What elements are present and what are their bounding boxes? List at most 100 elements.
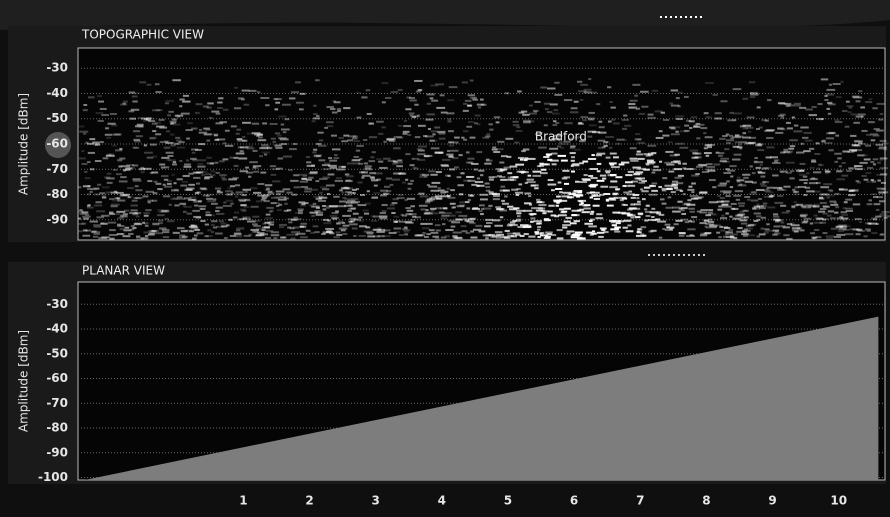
speckle [816,217,824,220]
speckle [703,220,709,223]
speckle [480,103,487,106]
speckle [460,172,465,175]
speckle [371,228,379,231]
speckle [480,98,484,101]
speckle [795,151,805,154]
speckle [799,178,809,181]
speckle [180,229,188,232]
speckle [822,212,828,215]
speckle [466,207,471,210]
speckle [603,231,609,234]
speckle [470,230,474,233]
speckle [194,204,199,207]
speckle [822,205,829,208]
speckle [232,216,238,219]
speckle [417,124,426,127]
speckle [266,206,274,209]
speckle [872,163,877,166]
speckle [551,137,560,140]
speckle [273,237,278,240]
speckle [455,211,463,214]
speckle [733,153,742,156]
speckle [410,205,415,208]
speckle [353,162,361,165]
speckle [115,173,123,176]
speckle [440,191,446,194]
speckle [766,186,774,189]
speckle [595,217,604,220]
speckle [580,83,588,86]
speckle [274,108,279,111]
speckle [116,217,124,220]
speckle [193,228,200,231]
speckle [838,227,847,230]
speckle [79,212,87,215]
speckle [700,232,707,235]
speckle [703,152,712,155]
speckle [235,191,244,194]
speckle [123,100,128,103]
speckle [632,194,640,197]
speckle [533,110,538,113]
speckle [268,210,273,213]
speckle [425,209,429,212]
speckle [423,155,430,158]
speckle [824,98,829,101]
speckle [554,81,560,84]
speckle [226,193,233,196]
speckle [640,188,644,191]
speckle [563,220,571,223]
speckle [393,136,402,139]
speckle [119,216,124,219]
speckle [133,196,142,199]
speckle [116,233,124,236]
speckle [319,177,328,180]
speckle [669,102,674,105]
speckle [434,151,444,154]
speckle [327,125,334,128]
speckle [183,197,192,200]
speckle [187,198,197,201]
speckle [483,207,492,210]
speckle [260,96,270,99]
speckle [573,100,579,103]
speckle [544,235,551,238]
speckle [102,157,109,160]
speckle [138,196,144,199]
speckle [649,211,659,214]
speckle [170,122,174,125]
speckle [273,98,279,101]
speckle [226,224,230,227]
speckle [158,210,168,213]
speckle [851,95,860,98]
speckle [736,230,745,233]
speckle [806,204,816,207]
speckle [206,139,210,142]
speckle [83,217,89,220]
speckle [236,138,243,141]
speckle [551,189,555,192]
speckle [334,179,343,182]
speckle [691,216,698,219]
speckle [589,191,596,194]
speckle [130,228,135,231]
speckle [163,178,169,181]
speckle [170,197,178,200]
speckle [447,174,451,177]
speckle [492,198,500,201]
speckle [865,172,872,175]
speckle [384,229,391,232]
speckle [317,144,327,147]
speckle [596,103,601,106]
speckle [280,143,288,146]
speckle [773,213,779,216]
speckle [883,216,888,219]
speckle [827,209,835,212]
speckle [786,210,791,213]
speckle [229,156,234,159]
speckle [219,174,227,177]
speckle [85,141,89,144]
speckle [667,141,673,144]
speckle [605,141,610,144]
speckle [417,88,423,91]
